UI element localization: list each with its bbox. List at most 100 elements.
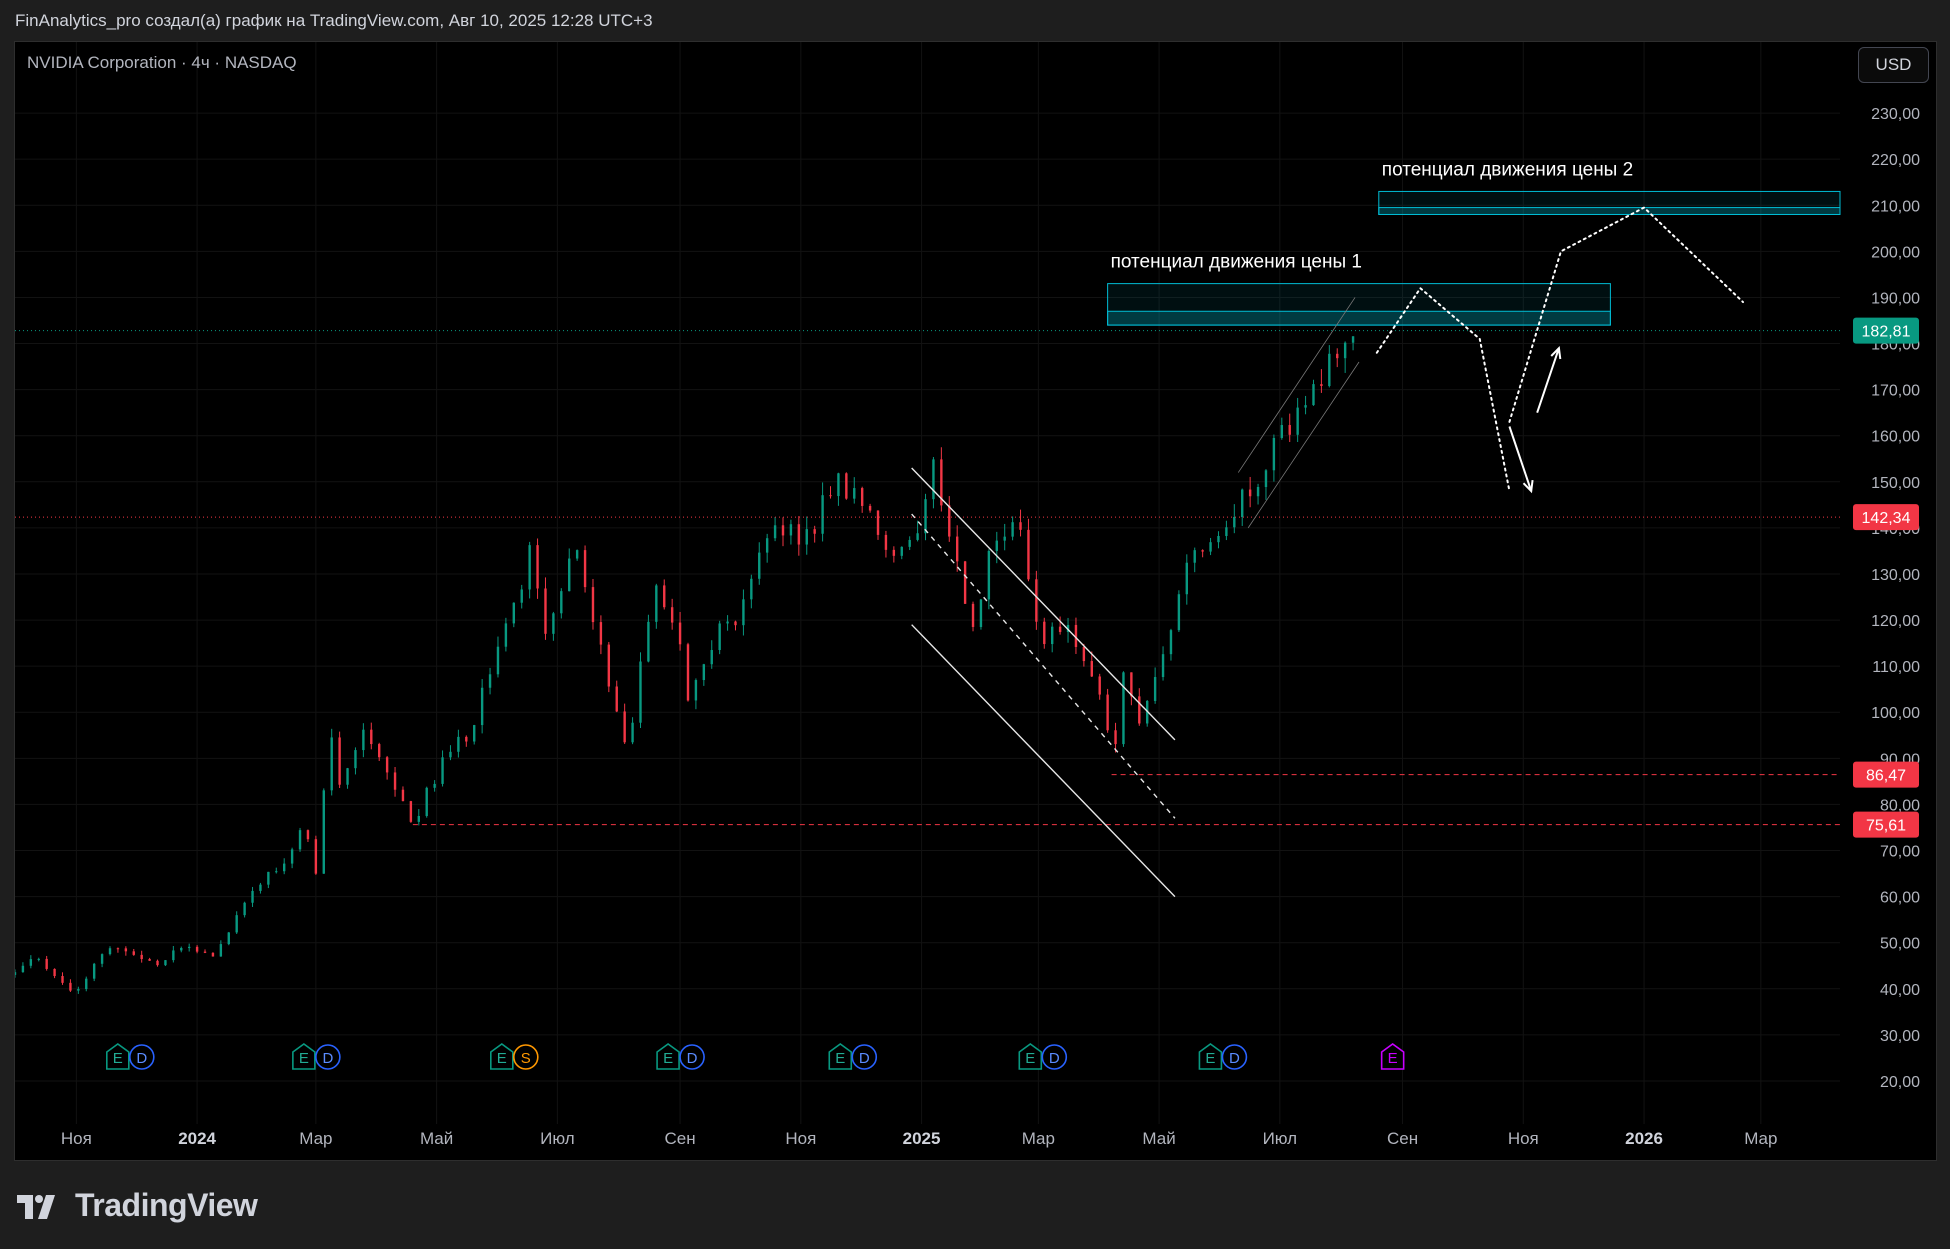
price-tick-label: 150,00 bbox=[1871, 475, 1920, 492]
candle bbox=[678, 622, 682, 645]
candle bbox=[1312, 384, 1315, 406]
candle bbox=[1066, 624, 1070, 632]
earnings-icon bbox=[656, 1043, 680, 1070]
time-tick-label: Май bbox=[1142, 1129, 1175, 1148]
earnings-icon bbox=[1198, 1043, 1223, 1070]
currency-button[interactable]: USD bbox=[1858, 47, 1929, 83]
target-zone-2[interactable]: потенциал движения цены 2 bbox=[1378, 159, 1841, 215]
time-tick-label: Мар bbox=[299, 1129, 332, 1148]
candle bbox=[789, 524, 793, 536]
candle bbox=[53, 968, 56, 977]
candle bbox=[1233, 516, 1236, 528]
price-tick-label: 20,00 bbox=[1880, 1074, 1920, 1091]
price-tick-label: 120,00 bbox=[1871, 613, 1920, 630]
candle bbox=[940, 459, 943, 506]
candle bbox=[655, 585, 658, 622]
candle bbox=[955, 536, 959, 562]
candle bbox=[1304, 405, 1307, 408]
candle bbox=[829, 495, 832, 497]
event-letter: E bbox=[1388, 1050, 1398, 1067]
price-tick-label: 130,00 bbox=[1871, 567, 1920, 584]
candle bbox=[1011, 522, 1014, 537]
candle bbox=[1209, 542, 1212, 552]
price-tick-label: 110,00 bbox=[1872, 659, 1920, 676]
time-tick-label: Июл bbox=[540, 1129, 575, 1148]
price-tick-label: 170,00 bbox=[1871, 383, 1920, 400]
candle bbox=[1043, 621, 1046, 645]
candle bbox=[916, 533, 919, 540]
candle bbox=[1201, 550, 1204, 552]
candle bbox=[37, 958, 40, 960]
candle bbox=[267, 871, 270, 885]
candle bbox=[860, 488, 864, 506]
price-tick-label: 230,00 bbox=[1871, 106, 1920, 123]
candle bbox=[1193, 550, 1196, 563]
candles bbox=[15, 336, 1355, 994]
candle bbox=[1098, 676, 1101, 695]
candle bbox=[322, 790, 325, 874]
candle bbox=[853, 488, 856, 499]
symbol-title: NVIDIA Corporation · 4ч · NASDAQ bbox=[27, 53, 297, 72]
chart-panel[interactable]: потенциал движения цены 1 потенциал движе… bbox=[14, 41, 1937, 1161]
candle bbox=[259, 884, 262, 891]
candle bbox=[876, 510, 880, 535]
last-price-badge: 182,81 bbox=[1853, 317, 1919, 344]
candle bbox=[1225, 527, 1228, 536]
level-badge: 142,34 bbox=[1853, 504, 1919, 531]
candle bbox=[560, 591, 563, 614]
candle bbox=[568, 558, 571, 592]
tradingview-logo[interactable]: TradingView bbox=[17, 1187, 258, 1224]
event-letter: S bbox=[521, 1050, 531, 1067]
price-tick-label: 70,00 bbox=[1880, 844, 1920, 861]
time-tick-label: Мар bbox=[1022, 1129, 1055, 1148]
candle bbox=[148, 959, 151, 961]
candle bbox=[330, 737, 333, 791]
price-axis[interactable]: 20,0030,0040,0050,0060,0070,0080,0090,00… bbox=[1871, 106, 1920, 1091]
time-tick-label: Май bbox=[420, 1129, 453, 1148]
dividend-icon bbox=[315, 1044, 341, 1070]
candle bbox=[583, 550, 587, 588]
candle bbox=[1074, 624, 1078, 647]
candle bbox=[797, 524, 801, 545]
badge-label: 75,61 bbox=[1866, 818, 1906, 835]
candle bbox=[781, 525, 785, 536]
candle bbox=[900, 546, 903, 556]
dividend-icon bbox=[1221, 1044, 1248, 1070]
candle bbox=[1058, 626, 1062, 632]
candle bbox=[552, 613, 555, 634]
time-tick-label: 2026 bbox=[1625, 1129, 1663, 1148]
candle bbox=[663, 585, 666, 608]
candle bbox=[235, 915, 238, 933]
candle bbox=[575, 550, 579, 559]
event-marker[interactable]: E bbox=[1380, 1043, 1405, 1070]
event-letter: E bbox=[497, 1050, 507, 1067]
time-tick-label: Сен bbox=[1387, 1129, 1418, 1148]
chart-attribution: FinAnalytics_pro создал(а) график на Tra… bbox=[15, 11, 653, 30]
candle bbox=[457, 736, 460, 752]
time-axis[interactable]: Ноя 2024 Мар Май Июл Сен Ноя 2025 Мар Май Июл Сен Но… bbox=[61, 1129, 1778, 1148]
candle bbox=[512, 602, 516, 624]
candle bbox=[686, 644, 690, 701]
candle bbox=[409, 801, 413, 822]
earnings-icon bbox=[106, 1043, 130, 1070]
candle bbox=[599, 622, 603, 645]
candle bbox=[243, 902, 246, 916]
event-letter: E bbox=[663, 1050, 673, 1067]
candle bbox=[718, 623, 721, 651]
candle bbox=[734, 621, 737, 626]
event-letter: D bbox=[1049, 1050, 1060, 1067]
event-letter: E bbox=[299, 1050, 309, 1067]
descending-channel[interactable] bbox=[911, 467, 1176, 898]
price-chart[interactable]: потенциал движения цены 1 потенциал движе… bbox=[15, 42, 1936, 1160]
candle bbox=[765, 538, 769, 553]
candle bbox=[710, 650, 713, 665]
target-zone-1[interactable]: потенциал движения цены 1 bbox=[1107, 252, 1611, 326]
candle bbox=[1248, 489, 1252, 497]
